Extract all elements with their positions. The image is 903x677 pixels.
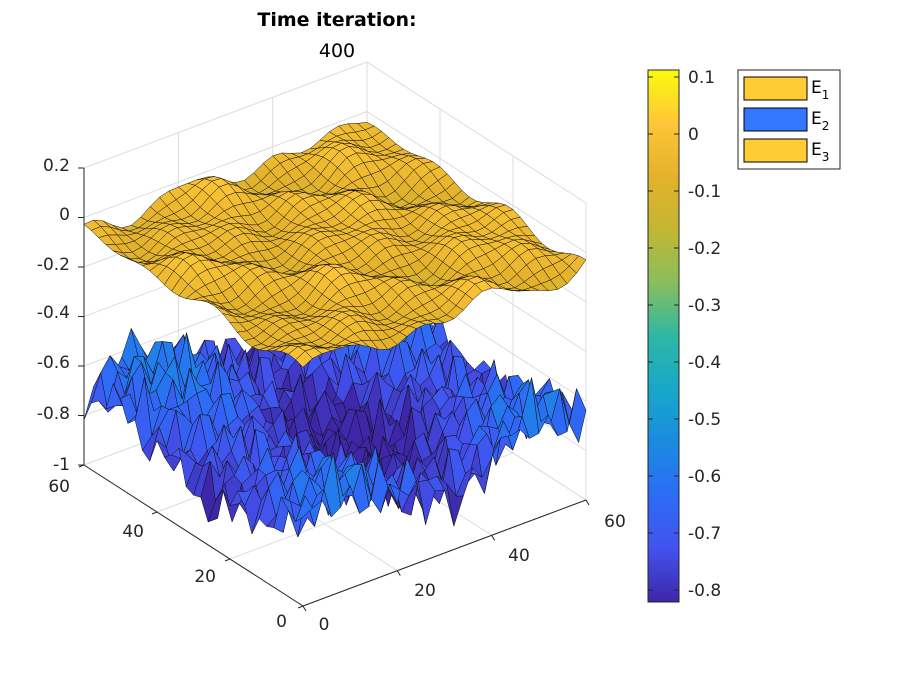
legend-swatch-e2: [743, 107, 808, 132]
legend-swatch-e3: [743, 138, 808, 163]
surface-e2-patch: [569, 387, 587, 444]
z-tick-label: 0: [59, 205, 70, 225]
colorbar-tick-label: 0: [688, 125, 699, 145]
legend: E1 E2 E3: [737, 69, 841, 170]
surface-e1-patch: [295, 350, 313, 368]
legend-label-e2: E2: [811, 109, 829, 133]
x-tick-mark: [302, 605, 307, 612]
y-tick-mark: [224, 558, 231, 562]
colorbar-tick-label: -0.3: [688, 296, 721, 316]
colorbar-tick-label: -0.6: [688, 467, 721, 487]
colorbar-tick-label: -0.7: [688, 524, 721, 544]
y-tick-label: 60: [48, 477, 70, 497]
z-tick-label: 0.2: [43, 156, 70, 176]
y-tick-label: 20: [194, 567, 216, 587]
wall-grid-line: [366, 111, 587, 253]
z-tick-label: -0.6: [37, 353, 70, 373]
y-tick-mark: [151, 511, 158, 515]
z-tick-label: -0.4: [37, 303, 70, 323]
y-axis: 0 20 40 60: [48, 477, 287, 632]
colorbar-tick-label: -0.8: [688, 581, 721, 601]
x-axis: 0 20 40 60: [319, 512, 626, 635]
colorbar-tick-label: -0.4: [688, 353, 721, 373]
surface-e2-patch: [295, 495, 313, 523]
colorbar-tick-label: 0.1: [688, 68, 715, 88]
colorbar-tick-label: -0.2: [688, 239, 721, 259]
axes-frame: [78, 167, 590, 612]
x-tick-mark: [396, 570, 401, 576]
colorbar-gradient: [647, 69, 680, 603]
colorbar-ticks: [648, 76, 679, 591]
legend-label-e3: E3: [811, 140, 829, 164]
legend-label-e1: E1: [811, 78, 829, 102]
x-tick-mark: [585, 499, 590, 506]
colorbar: 0.1 0 -0.1 -0.2 -0.3 -0.4 -0.5 -0.6 -0.7…: [647, 68, 721, 603]
chart-subtitle: 400: [319, 40, 355, 62]
colorbar-tick-label: -0.1: [688, 182, 721, 202]
x-tick-label: 0: [319, 615, 330, 635]
wall-grid-line: [83, 111, 368, 218]
z-tick-label: -0.2: [37, 255, 70, 275]
colorbar-tick-label: -0.5: [688, 410, 721, 430]
x-axis-line: [302, 499, 587, 607]
z-tick-label: -1: [53, 455, 70, 475]
wall-grid-line: [366, 61, 587, 204]
chart-title: Time iteration:: [257, 9, 416, 31]
x-tick-label: 40: [508, 546, 530, 566]
surface-e1: [83, 122, 587, 368]
legend-swatch-e1: [743, 76, 808, 101]
wall-grid-line: [83, 61, 368, 169]
y-tick-mark: [297, 605, 304, 609]
x-tick-label: 60: [604, 512, 626, 532]
x-tick-mark: [491, 535, 496, 541]
z-tick-label: -0.8: [37, 404, 70, 424]
x-tick-label: 20: [414, 581, 436, 601]
y-tick-label: 0: [276, 612, 287, 632]
z-axis: -1 -0.8 -0.6 -0.4 -0.2 0 0.2: [37, 156, 70, 475]
y-axis-line: [83, 464, 304, 607]
y-tick-label: 40: [122, 522, 144, 542]
